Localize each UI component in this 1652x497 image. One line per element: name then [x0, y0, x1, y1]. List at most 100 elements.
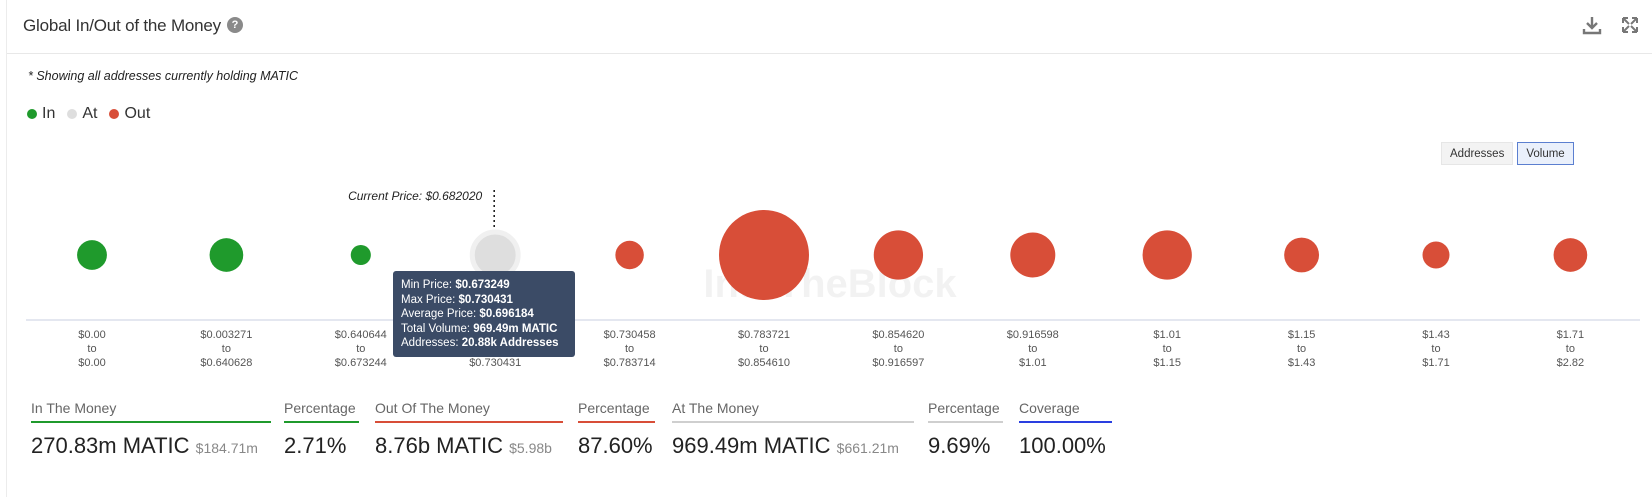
x-tick-label: $0.854620	[872, 329, 924, 341]
stat-value: 2.71%	[284, 433, 347, 458]
card-header: Global In/Out of the Money ?	[7, 0, 1652, 54]
legend-dot-out	[109, 109, 120, 119]
x-tick-label: $1.15	[1288, 329, 1316, 341]
stat-label: At The Money	[672, 400, 914, 423]
bubble-out[interactable]	[1422, 241, 1450, 269]
tooltip-avg-value: $0.696184	[479, 308, 534, 321]
x-tick-label: $0.916598	[1007, 329, 1059, 341]
tooltip-max-row: Max Price: $0.730431	[401, 293, 567, 308]
bubble-out[interactable]	[1142, 230, 1192, 280]
x-tick-label: $1.01	[1153, 329, 1181, 341]
bubble-out[interactable]	[873, 230, 924, 280]
tooltip-addr-label: Addresses:	[401, 337, 459, 350]
stat-out-of-the-money: Out Of The Money 8.76b MATIC $5.98b	[375, 400, 563, 459]
legend-item-out[interactable]: Out	[109, 105, 150, 123]
x-tick-label: to	[1297, 343, 1306, 355]
stat-value: 100.00%	[1019, 433, 1106, 458]
legend-label-out: Out	[124, 105, 151, 122]
bubble-in[interactable]	[209, 238, 244, 272]
x-tick-label: to	[894, 343, 903, 355]
addresses-toggle-button[interactable]: Addresses	[1441, 142, 1514, 165]
x-tick-label: $0.003271	[200, 329, 252, 341]
stat-usd-value: $5.98b	[509, 440, 552, 456]
tooltip-avg-label: Average Price:	[401, 308, 477, 321]
stat-out-percentage: Percentage 87.60%	[578, 400, 655, 459]
legend-label-at: At	[82, 105, 98, 122]
download-icon[interactable]	[1581, 14, 1603, 36]
legend-dot-at	[67, 109, 78, 119]
legend-label-in: In	[42, 105, 56, 122]
x-tick-label: $1.43	[1422, 329, 1450, 341]
x-tick-label: $1.43	[1288, 357, 1316, 369]
x-tick-label: $0.783721	[738, 329, 790, 341]
stat-in-percentage: Percentage 2.71%	[284, 400, 359, 459]
stat-usd-value: $184.71m	[195, 440, 258, 456]
bubble-out[interactable]	[1284, 237, 1320, 273]
bubble-out[interactable]	[615, 240, 644, 270]
stat-label: Percentage	[284, 400, 359, 423]
expand-icon[interactable]	[1619, 14, 1641, 36]
stat-label: Out Of The Money	[375, 400, 563, 423]
tooltip-max-label: Max Price:	[401, 293, 456, 306]
tooltip-addr-value: 20.88k Addresses	[461, 337, 559, 350]
x-tick-label: $0.783714	[604, 357, 656, 369]
bubble-in[interactable]	[77, 240, 107, 270]
stat-label: Percentage	[928, 400, 1003, 423]
stat-value-text: 969.49m MATIC	[672, 433, 831, 458]
bubble-out[interactable]	[719, 210, 809, 300]
x-tick-label: $0.854610	[738, 357, 790, 369]
x-tick-label: $1.71	[1422, 357, 1450, 369]
x-tick-label: $0.640644	[335, 329, 387, 341]
legend-item-in[interactable]: In	[27, 105, 55, 123]
x-tick-label: $1.15	[1153, 357, 1181, 369]
current-price-label: Current Price: $0.682020	[348, 189, 482, 203]
stat-coverage: Coverage 100.00%	[1019, 400, 1112, 459]
stat-value: 9.69%	[928, 433, 991, 458]
stat-at-the-money: At The Money 969.49m MATIC $661.21m	[672, 400, 914, 459]
x-tick-label: to	[222, 343, 231, 355]
stat-value-text: 270.83m MATIC	[31, 433, 190, 458]
volume-toggle-button[interactable]: Volume	[1517, 142, 1574, 165]
stat-value: 969.49m MATIC $661.21m	[672, 433, 914, 459]
tooltip-addr-row: Addresses: 20.88k Addresses	[401, 336, 567, 351]
tooltip-avg-row: Average Price: $0.696184	[401, 307, 567, 322]
x-tick-label: $0.00	[78, 329, 106, 341]
tooltip-vol-value: 969.49m MATIC	[473, 322, 558, 335]
tooltip-min-label: Min Price:	[401, 279, 453, 291]
metric-toggle: Addresses Volume	[1441, 142, 1574, 165]
bubble-out[interactable]	[1010, 232, 1056, 278]
x-tick-label: $0.00	[78, 357, 106, 369]
tooltip-vol-label: Total Volume:	[401, 322, 471, 335]
x-tick-label: $0.640628	[200, 357, 252, 369]
x-tick-label: $0.730458	[604, 329, 656, 341]
bubble-in[interactable]	[350, 244, 371, 266]
stat-at-percentage: Percentage 9.69%	[928, 400, 1003, 459]
x-tick-label: $0.673244	[335, 357, 387, 369]
card-title: Global In/Out of the Money	[23, 16, 221, 35]
x-tick-label: to	[625, 343, 634, 355]
x-tick-label: $0.730431	[469, 357, 521, 369]
stat-value-text: 8.76b MATIC	[375, 433, 503, 458]
x-tick-label: to	[1163, 343, 1172, 355]
bubble-out[interactable]	[1553, 238, 1588, 272]
x-tick-label: $1.71	[1557, 329, 1585, 341]
x-tick-label: to	[356, 343, 365, 355]
help-icon[interactable]: ?	[227, 17, 243, 33]
stat-value: 270.83m MATIC $184.71m	[31, 433, 271, 459]
x-tick-label: $0.916597	[872, 357, 924, 369]
x-tick-label: to	[1028, 343, 1037, 355]
tooltip-min-row: Min Price: $0.673249	[401, 278, 567, 293]
x-tick-label: to	[1431, 343, 1440, 355]
x-tick-label: to	[87, 343, 96, 355]
x-tick-label: to	[1566, 343, 1575, 355]
stat-label: Percentage	[578, 400, 655, 423]
legend-dot-in	[27, 109, 37, 119]
tooltip-max-value: $0.730431	[458, 293, 513, 306]
stat-in-the-money: In The Money 270.83m MATIC $184.71m	[31, 400, 271, 459]
stat-value: 87.60%	[578, 433, 653, 458]
stat-value: 8.76b MATIC $5.98b	[375, 433, 563, 459]
legend: In At Out	[27, 105, 150, 123]
legend-item-at[interactable]: At	[67, 105, 97, 123]
x-tick-label: to	[759, 343, 768, 355]
